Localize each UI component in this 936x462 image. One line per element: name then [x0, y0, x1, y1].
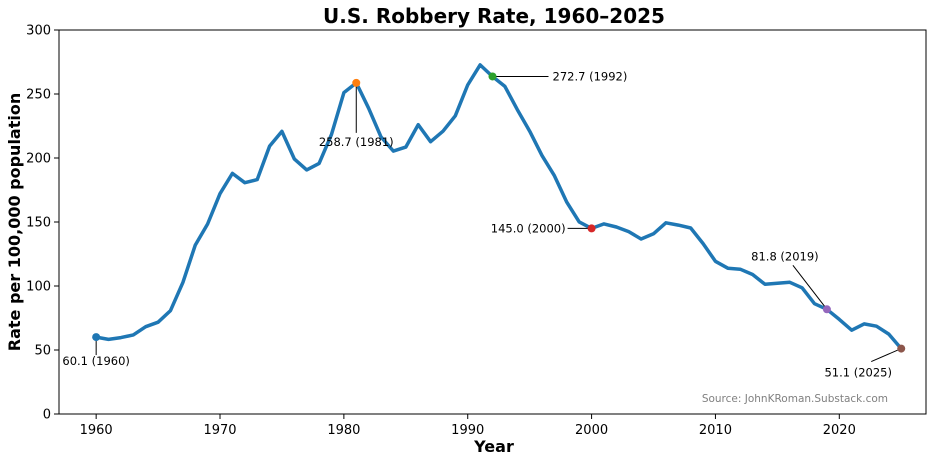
x-tick-label: 2020: [823, 423, 856, 438]
y-tick-label: 200: [26, 152, 51, 167]
annotation-label-1981: 258.7 (1981): [319, 135, 394, 149]
robbery-rate-line: [94, 63, 903, 351]
highlight-marker-1960: [92, 333, 101, 342]
y-tick-label: 300: [26, 24, 51, 39]
highlight-marker-1992: [488, 72, 497, 81]
annotation-label-2019: 81.8 (2019): [751, 249, 819, 263]
x-tick-label: 1970: [203, 423, 236, 438]
y-axis-label: Rate per 100,000 population: [5, 93, 24, 351]
annotation-label-2000: 145.0 (2000): [491, 221, 566, 235]
annotation-leader-2019: [792, 264, 828, 310]
highlight-marker-2019: [822, 305, 831, 314]
y-tick-label: 150: [26, 216, 51, 231]
annotation-label-1960: 60.1 (1960): [62, 354, 130, 368]
x-tick-label: 1990: [451, 423, 484, 438]
x-tick-label: 1960: [80, 423, 113, 438]
x-tick-label: 2010: [699, 423, 732, 438]
annotation-label-2025: 51.1 (2025): [824, 366, 892, 380]
x-tick-label: 1980: [327, 423, 360, 438]
y-tick-label: 50: [34, 344, 51, 359]
highlight-marker-2000: [587, 224, 596, 233]
y-tick-label: 100: [26, 280, 51, 295]
source-note: Source: JohnKRoman.Substack.com: [702, 393, 888, 405]
highlight-marker-2025: [897, 344, 906, 353]
annotation-label-1992: 272.7 (1992): [553, 69, 628, 83]
x-tick-label: 2000: [575, 423, 608, 438]
annotation-leader-2025: [871, 348, 902, 363]
y-tick-label: 250: [26, 88, 51, 103]
highlight-marker-1981: [352, 78, 361, 87]
chart-title: U.S. Robbery Rate, 1960–2025: [323, 4, 665, 28]
x-axis-label: Year: [473, 437, 514, 456]
y-tick-label: 0: [43, 408, 51, 423]
